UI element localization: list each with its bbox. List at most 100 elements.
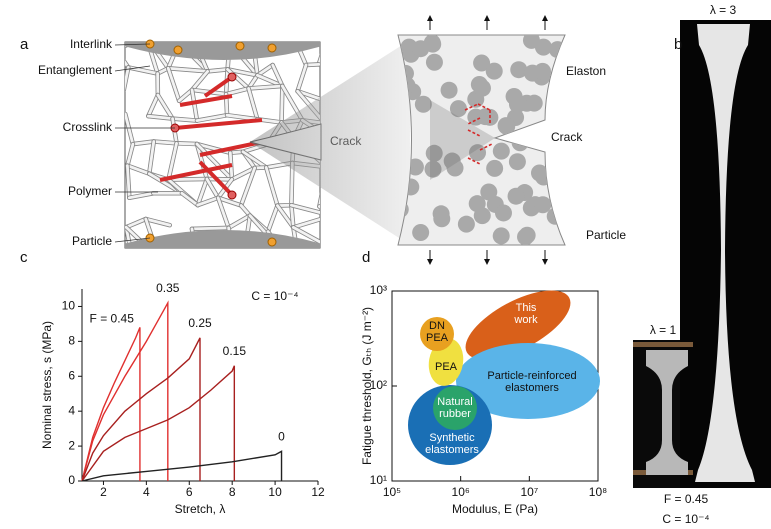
polymer-strand — [264, 166, 279, 207]
leader — [114, 43, 151, 46]
specimen-small — [646, 350, 688, 475]
polymer-strand — [225, 113, 259, 121]
polymer-strand — [241, 150, 268, 169]
particle — [425, 144, 443, 162]
polymer-strand — [131, 140, 156, 146]
y-tick-label: 10³ — [370, 283, 387, 297]
polymer-strand — [226, 67, 250, 90]
polymer-strand — [152, 140, 178, 145]
polymer-strand — [178, 247, 183, 248]
polymer-strand — [230, 166, 257, 181]
polymer-strand — [125, 60, 130, 69]
polymer-strand — [195, 142, 234, 181]
red-chain — [467, 117, 481, 125]
polymer-strand — [156, 93, 174, 121]
crack-cone — [430, 100, 495, 180]
x-axis-title: Modulus, E (Pa) — [452, 502, 538, 516]
polymer-strand — [291, 225, 320, 244]
x-tick-label: 4 — [143, 485, 150, 499]
particle — [492, 227, 510, 245]
chain — [199, 140, 263, 157]
polymer-strand — [132, 257, 159, 259]
label: Polymer — [68, 184, 112, 198]
region-label: Natural — [437, 396, 472, 408]
series-label: F = 0.45 — [90, 312, 135, 326]
label: λ = 3 — [710, 3, 737, 17]
region — [420, 317, 454, 351]
ashby-chart: 10⁵ 10⁶ 10⁷ 10⁸ 10¹ 10² 10³ Modulus, E (Pa) Fati… — [360, 283, 607, 516]
particle — [517, 228, 535, 245]
y-tick-label: 0 — [68, 473, 75, 487]
particle — [534, 62, 552, 80]
particle — [522, 35, 540, 49]
polymer-strand — [180, 191, 200, 207]
polymer-strand — [226, 67, 259, 77]
particles — [398, 35, 565, 245]
polymer-strand — [206, 67, 229, 73]
red-chain — [477, 103, 491, 111]
series-label: 0 — [278, 429, 285, 443]
polymer-strand — [125, 142, 135, 167]
polymer-strand — [271, 63, 284, 88]
polymer-strand — [224, 87, 250, 96]
region-label: DN — [429, 320, 445, 332]
particle — [525, 94, 543, 112]
polymer-strand — [177, 246, 185, 248]
particle — [534, 196, 552, 214]
chain — [179, 94, 233, 107]
polymer-strand — [276, 204, 295, 229]
annotation: C = 10⁻⁴ — [251, 289, 298, 303]
particle — [485, 62, 503, 80]
polymer-strand — [166, 66, 181, 103]
polymer-strand — [256, 63, 275, 77]
particle — [473, 54, 491, 72]
x-tick-label: 10⁸ — [589, 485, 607, 499]
particle — [546, 146, 564, 164]
particle — [446, 159, 464, 177]
load-arrow-head — [484, 15, 490, 21]
y-axis-title: Fatigue threshold, Gₜₕ (J m⁻²) — [360, 307, 374, 465]
curve — [81, 365, 236, 482]
polymer-strand — [125, 66, 130, 91]
y-tick-label: 10 — [62, 299, 76, 313]
polymer-strand — [127, 191, 155, 200]
label: Interlink — [70, 37, 113, 51]
polymer-strand — [190, 88, 199, 122]
x-tick-label: 10⁶ — [452, 485, 470, 499]
red-chain — [467, 129, 481, 137]
particle — [507, 187, 525, 205]
polymer-strand — [144, 217, 172, 227]
polymer-strand — [247, 84, 284, 90]
curve — [81, 300, 169, 482]
polymer-strand — [266, 204, 279, 233]
interlink-dot — [267, 237, 277, 247]
polymer-strand — [171, 117, 199, 122]
polymer-strand — [125, 217, 148, 229]
polymer-strand — [289, 161, 294, 207]
polymer-strand — [247, 87, 259, 121]
polymer-strand — [125, 164, 131, 200]
polymer-strand — [125, 112, 135, 146]
region — [433, 386, 477, 430]
particle — [414, 95, 432, 113]
polymer-strand — [216, 196, 231, 230]
region-label: PEA — [435, 361, 458, 373]
label: C = 10⁻⁴ — [662, 512, 709, 526]
red-chain — [479, 143, 493, 151]
particle — [457, 215, 475, 233]
polymer-strand — [243, 246, 261, 248]
polymer-strand — [196, 177, 209, 207]
schematic-specimen: Elaston Crack Particle — [250, 15, 626, 265]
x-tick-label: 10 — [268, 485, 282, 499]
region-label: Particle-reinforced — [487, 370, 576, 382]
particle — [511, 134, 529, 152]
y-axis-title: Nominal stress, s (MPa) — [40, 321, 54, 449]
label: Particle — [586, 228, 626, 242]
label: λ = 1 — [650, 323, 677, 337]
x-tick-label: 6 — [186, 485, 193, 499]
polymer-strand — [132, 257, 159, 259]
polymer-strand — [166, 66, 210, 73]
series-label: 0.15 — [223, 344, 247, 358]
region-label: rubber — [439, 408, 471, 420]
